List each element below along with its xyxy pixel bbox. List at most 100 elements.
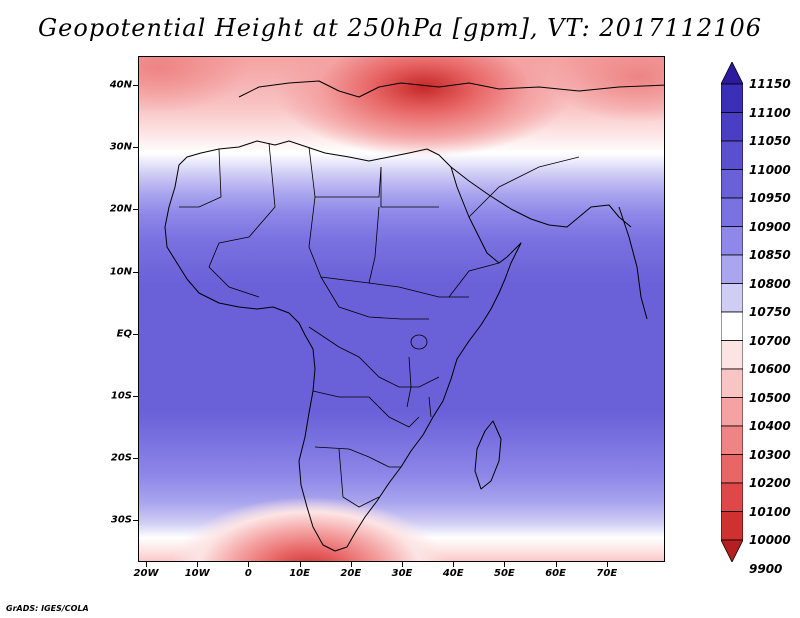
colorbar-segment-10800 [721,254,743,284]
colorbar-label-11100: 11100 [749,105,791,120]
lat-label-20n: 20N [109,203,132,215]
colorbar-segment-10100 [721,482,743,512]
colorbar-segment-10500 [721,368,743,398]
lon-tick [555,562,557,567]
colorbar-label-10600: 10600 [749,362,791,376]
colorbar-label-10950: 10950 [749,191,791,205]
map-plot-area [138,56,665,562]
india-coastline [618,206,648,320]
colorbar-label-10200: 10200 [749,476,791,490]
colorbar-label-10750: 10750 [749,305,791,319]
lat-tick [133,85,138,86]
colorbar-label-10700: 10700 [749,333,791,348]
colorbar-segment-10950 [721,169,743,199]
colorbar-segment-9900 [721,539,743,562]
lon-label-40e: 40E [442,568,464,579]
madagascar-coastline [474,420,502,490]
border-west-africa [208,242,260,298]
mediterranean-coastline [238,80,664,98]
colorbar-label-9900: 9900 [749,561,783,576]
colorbar-segment-11100 [721,83,743,113]
colorbar-segment-10750 [721,283,743,313]
lat-tick [133,147,138,149]
lakes [406,334,432,418]
border-ethiopia-somalia [448,262,500,298]
colorbar-label-11050: 11050 [749,134,791,148]
high-region-northeast [549,57,664,122]
colorbar-segment-11000 [721,140,743,170]
lon-tick [402,562,403,567]
lon-label-0: 0 [244,568,252,579]
border-algeria [218,142,276,244]
colorbar-label-10500: 10500 [749,390,791,405]
africa-coastline [164,140,522,552]
lon-label-20e: 20E [340,568,362,579]
border-south-africa [338,448,380,508]
colorbar-label-11000: 11000 [749,162,791,177]
high-region-northwest [139,57,249,112]
lake-malawi [428,396,432,418]
colorbar-segment-10400 [721,397,743,427]
lat-tick [133,333,138,335]
contour-map [139,57,664,561]
border-libya [308,146,382,198]
lon-label-10e: 10E [289,568,310,579]
colorbar-label-10300: 10300 [749,447,791,462]
border-chad-sudan [368,206,380,284]
colorbar-label-11150: 11150 [749,77,791,91]
lake-victoria [410,334,428,350]
coastlines [164,80,664,552]
colorbar-label-10400: 10400 [749,419,791,433]
lon-tick [197,562,199,567]
lake-tanganyika [406,356,412,408]
lat-tick [133,209,138,211]
arabian-coastline [450,166,632,228]
lon-tick [350,562,352,567]
colorbar-segment-10000 [721,511,743,541]
colorbar [721,62,743,562]
lat-tick [133,458,138,460]
border-middle-east [468,156,580,218]
border-egypt-sudan [380,167,439,208]
colorbar-segment-10300 [721,425,743,455]
lon-tick [504,562,506,567]
lat-label-eq: EQ [116,328,132,340]
country-borders [179,142,580,508]
lon-tick [453,562,455,567]
lon-tick [248,562,250,567]
lon-tick [299,562,301,567]
border-morocco-algeria [179,148,222,208]
colorbar-segment-10600 [721,340,743,370]
colorbar-segment-11150 [721,62,743,85]
lat-label-40n: 40N [109,79,132,91]
lon-label-10w: 10W [184,568,210,579]
lat-label-10n: 10N [109,266,132,278]
footer-credit: GrADS: IGES/COLA [6,604,89,613]
colorbar-label-10850: 10850 [749,248,791,262]
high-center-north [274,57,574,157]
lat-label-10s: 10S [110,390,132,402]
lon-label-30e: 30E [391,568,413,579]
border-central [320,276,429,320]
colorbar-label-10100: 10100 [749,504,791,519]
lon-label-70e: 70E [596,568,618,579]
lat-tick [133,271,138,273]
colorbar-segment-10200 [721,454,743,484]
lat-tick [133,396,138,397]
lon-label-60e: 60E [545,568,566,579]
colorbar-segment-10850 [721,226,743,256]
lon-label-20w: 20W [133,568,159,579]
lat-tick [133,520,138,522]
map-title: Geopotential Height at 250hPa [gpm], VT:… [38,14,762,42]
lat-label-30s: 30S [110,514,132,526]
colorbar-label-10800: 10800 [749,276,791,291]
lat-label-20s: 20S [110,452,132,464]
lon-tick [146,562,147,567]
colorbar-segment-10700 [721,311,743,341]
border-angola-zambia [312,390,420,428]
colorbar-segment-11050 [721,112,743,142]
lon-tick [606,562,608,567]
high-center-south [170,497,448,561]
lat-label-30n: 30N [109,141,132,153]
colorbar-label-10000: 10000 [749,533,791,547]
